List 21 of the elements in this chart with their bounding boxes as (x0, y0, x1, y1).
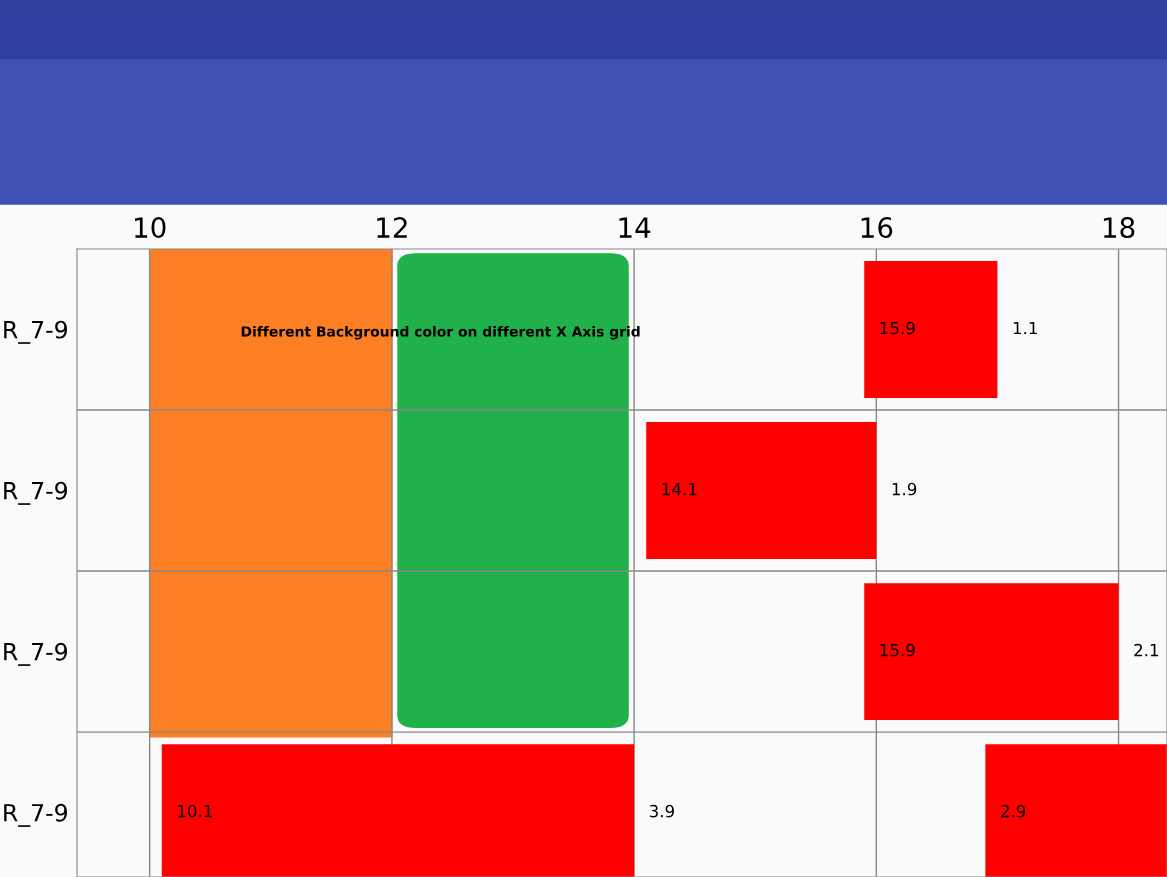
x-tick-label: 10 (135, 217, 166, 239)
data-label: 3.9 (649, 804, 674, 818)
data-label: 1.1 (1013, 321, 1037, 335)
annotation: 2.9 (1001, 804, 1026, 818)
x-tick-label: 14 (619, 217, 651, 238)
x-tick-label: 12 (377, 217, 407, 238)
y-tick-label: R_7-9 (4, 481, 68, 505)
y-tick-label: R_7-9 (4, 803, 68, 827)
annotation: 15.9 (880, 321, 915, 335)
bar (646, 422, 877, 559)
y-tick-label: R_7-9 (4, 642, 68, 666)
data-label: 1.9 (892, 482, 917, 496)
annotation: 15.9 (880, 643, 915, 657)
x-tick-label: 18 (1103, 217, 1135, 239)
x-tick-label: 16 (861, 217, 893, 239)
data-label: 2.1 (1134, 643, 1159, 657)
annotation: 14.1 (662, 482, 697, 496)
bar (864, 583, 1119, 720)
annotation: 10.1 (178, 804, 212, 818)
y-tick-label: R_7-9 (4, 320, 68, 344)
bar (864, 261, 998, 398)
